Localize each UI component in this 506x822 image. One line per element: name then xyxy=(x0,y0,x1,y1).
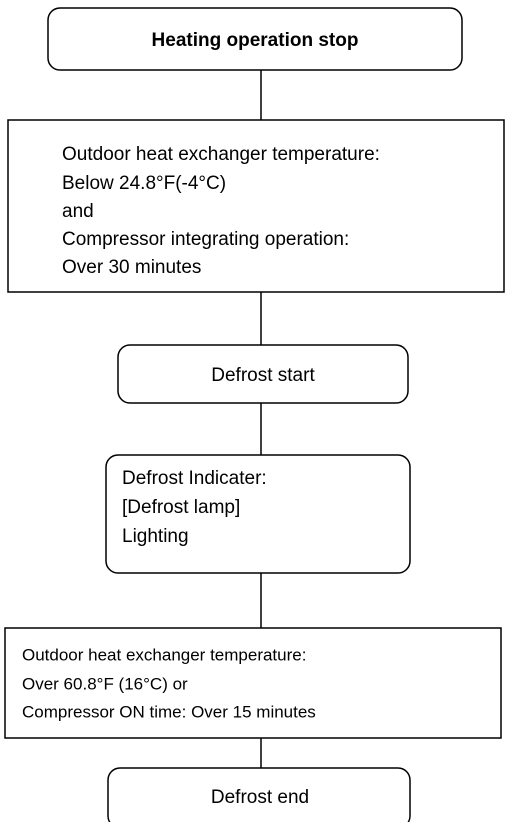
process-box xyxy=(117,344,409,404)
node-text: Compressor integrating operation: xyxy=(62,229,349,250)
node-text: Outdoor heat exchanger temperature: xyxy=(22,645,306,664)
node-text: Outdoor heat exchanger temperature: xyxy=(62,144,380,165)
start-box xyxy=(47,7,463,71)
end-box xyxy=(107,767,411,822)
node-text: and xyxy=(62,201,94,222)
condition-box xyxy=(7,119,505,293)
node-text: Over 60.8°F (16°C) or xyxy=(22,674,188,693)
node-text: Defrost end xyxy=(211,787,309,808)
node-text: Over 30 minutes xyxy=(62,257,201,278)
node-text: Heating operation stop xyxy=(152,30,359,51)
process-box xyxy=(105,454,411,574)
node-text: [Defrost lamp] xyxy=(122,497,240,518)
node-text: Below 24.8°F(-4°C) xyxy=(62,173,226,194)
condition-box xyxy=(4,627,502,739)
node-text: Lighting xyxy=(122,526,189,547)
node-text: Compressor ON time: Over 15 minutes xyxy=(22,702,316,721)
node-text: Defrost start xyxy=(211,365,315,386)
node-text: Defrost Indicater: xyxy=(122,468,267,489)
